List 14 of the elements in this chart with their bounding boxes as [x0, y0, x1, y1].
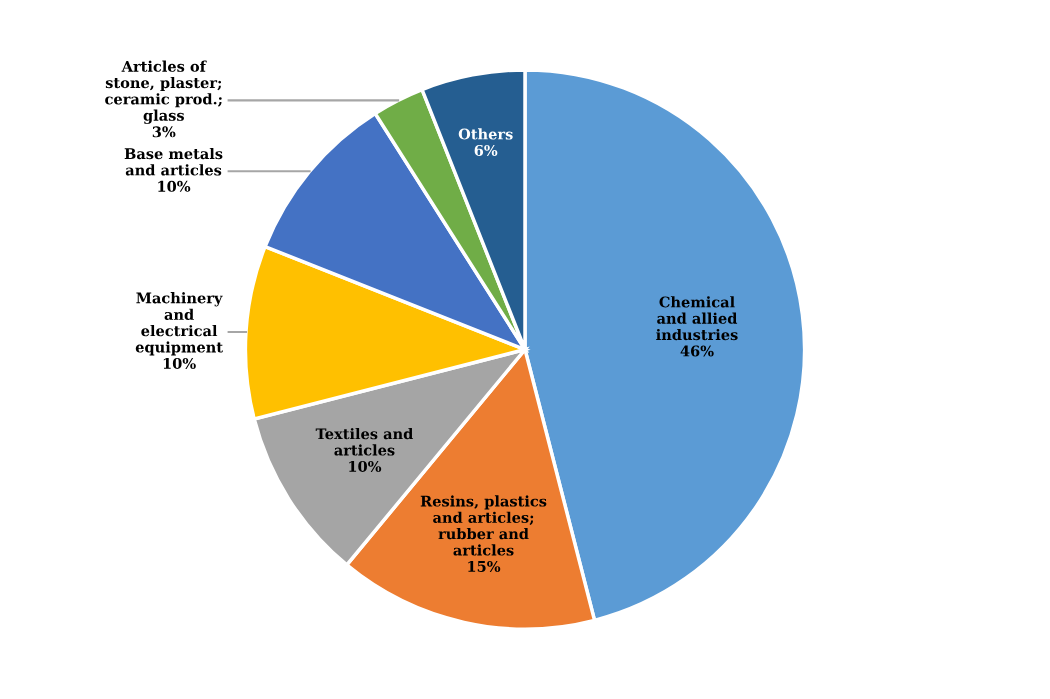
- slice-label: Base metals and articles: [124, 147, 223, 176]
- data-label: 10%: [349, 460, 382, 472]
- slice-label: Machinery and electrical equipment: [135, 292, 223, 356]
- data-label: 3%: [152, 126, 176, 138]
- slice-label: Textiles and articles: [315, 427, 414, 456]
- data-label: 15%: [468, 560, 501, 572]
- data-label: 6%: [474, 144, 498, 156]
- slice-label: Articles of stone, plaster; ceramic prod.; glass: [105, 60, 222, 124]
- data-label: 46%: [680, 345, 714, 357]
- data-label: 10%: [163, 357, 196, 369]
- data-label: 10%: [158, 180, 191, 192]
- slice-label: Resins, plastics and articles; rubber and articles: [420, 495, 547, 556]
- slice-label: Chemical and allied industries: [656, 296, 738, 341]
- slice-label: Others: [458, 128, 513, 140]
